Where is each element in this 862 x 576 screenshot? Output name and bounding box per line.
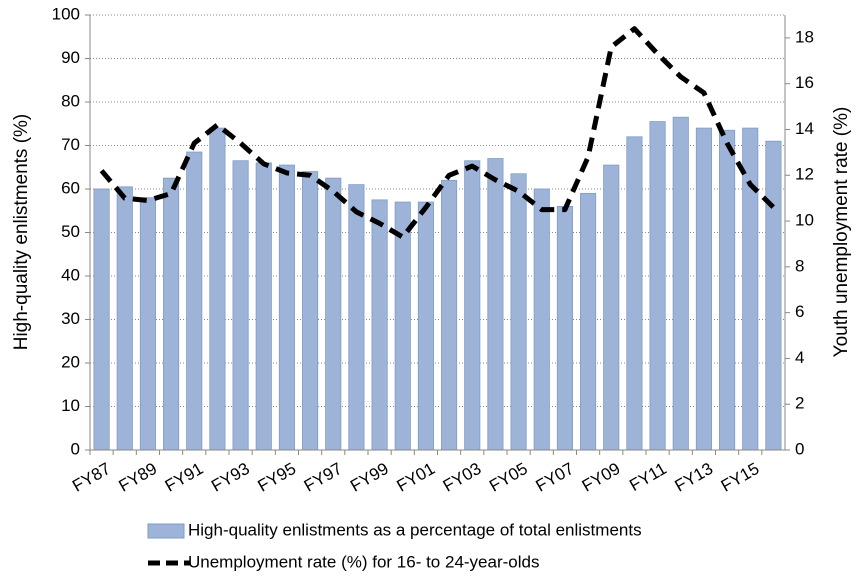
y2-tick-label: 18: [795, 27, 814, 46]
legend-label: Unemployment rate (%) for 16- to 24-year…: [188, 552, 539, 571]
bar: [93, 188, 110, 451]
x-tick-label: FY07: [532, 459, 577, 496]
bar: [533, 188, 550, 451]
bar: [232, 160, 249, 451]
y-axis-title: High-quality enlistments (%): [11, 114, 32, 351]
y-tick-label: 70: [61, 135, 80, 154]
x-tick-label: FY89: [115, 459, 160, 496]
y2-axis-title: Youth unemployment rate (%): [831, 107, 852, 358]
bar: [371, 199, 388, 451]
y2-tick-label: 10: [795, 211, 814, 230]
x-tick-label: FY01: [393, 459, 438, 496]
bar: [765, 140, 782, 451]
y-tick-label: 10: [61, 396, 80, 415]
bar: [278, 164, 295, 451]
y2-tick-label: 0: [795, 439, 804, 458]
x-tick-label: FY11: [626, 459, 670, 495]
bar: [186, 151, 203, 451]
x-tick-label: FY99: [347, 459, 392, 496]
y2-tick-label: 12: [795, 165, 814, 184]
bar: [626, 136, 643, 451]
y-tick-label: 90: [61, 48, 80, 67]
bar: [209, 127, 226, 451]
legend-swatch: [147, 523, 185, 539]
bar: [441, 179, 458, 451]
legend-label: High-quality enlistments as a percentage…: [188, 520, 642, 539]
bar: [719, 129, 736, 451]
x-tick-label: FY87: [69, 459, 114, 496]
bar: [580, 192, 597, 451]
bar: [742, 127, 759, 451]
bar: [255, 162, 272, 451]
bar: [695, 127, 712, 451]
bar: [394, 201, 411, 451]
x-tick-label: FY93: [208, 459, 253, 496]
bar: [649, 121, 666, 451]
bar: [348, 184, 365, 451]
y-tick-label: 60: [61, 178, 80, 197]
bar: [325, 177, 342, 451]
y-tick-label: 20: [61, 352, 80, 371]
bar: [672, 116, 689, 451]
y-tick-label: 40: [61, 265, 80, 284]
y2-tick-label: 2: [795, 394, 804, 413]
bar: [116, 186, 133, 451]
x-tick-label: FY95: [254, 459, 299, 496]
x-tick-label: FY05: [486, 459, 531, 496]
y2-tick-label: 4: [795, 348, 804, 367]
bar: [163, 177, 180, 451]
y-tick-label: 50: [61, 222, 80, 241]
bar: [603, 164, 620, 451]
bar: [417, 201, 434, 451]
y-tick-label: 30: [61, 309, 80, 328]
y-tick-label: 0: [71, 439, 80, 458]
x-tick-label: FY91: [162, 459, 207, 496]
x-tick-label: FY13: [671, 459, 716, 496]
y2-tick-label: 16: [795, 73, 814, 92]
y-tick-label: 80: [61, 91, 80, 110]
bar: [510, 173, 527, 451]
line: [99, 26, 776, 240]
bar: [487, 158, 504, 451]
y2-tick-label: 8: [795, 256, 804, 275]
bar: [302, 171, 319, 451]
x-tick-label: FY09: [579, 459, 624, 496]
y2-tick-label: 6: [795, 302, 804, 321]
bar: [139, 197, 156, 451]
x-tick-label: FY03: [440, 459, 485, 496]
y-tick-label: 100: [52, 4, 80, 23]
x-tick-label: FY97: [301, 459, 346, 496]
bar: [464, 160, 481, 451]
bar: [556, 205, 573, 451]
y2-tick-label: 14: [795, 119, 814, 138]
x-tick-label: FY15: [718, 459, 763, 496]
